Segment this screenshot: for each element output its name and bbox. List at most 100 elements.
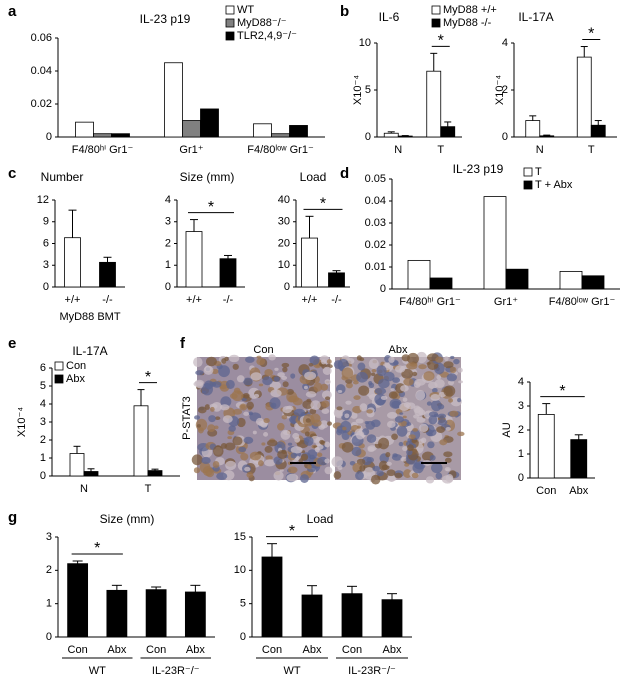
image-label: Abx [389,344,408,356]
cell [305,418,311,423]
cell [243,436,254,444]
chart-title: Load [307,512,334,526]
cell [341,367,354,380]
cell [193,467,201,474]
cell [334,410,343,417]
cell [277,422,285,431]
cell [436,374,442,380]
cell [406,444,414,452]
cell [281,375,288,380]
cell [350,412,358,419]
x-tick-label: -/- [223,294,234,306]
cell [333,471,342,480]
cell [273,470,284,481]
y-tick-label: 15 [234,531,246,543]
cell [266,439,278,447]
image-label: Con [253,344,273,356]
cell [293,408,306,417]
cell [336,406,343,411]
cell [345,382,353,389]
bar [570,439,588,479]
cell [229,393,238,399]
x-tick-label: T [145,483,152,495]
cell [222,415,233,424]
bar [271,133,290,138]
x-tick-label: F4/80ʰⁱ Gr1⁻ [72,144,134,156]
bar [576,56,592,138]
y-tick-label: 0 [46,131,52,143]
cell [439,439,448,446]
cell [326,359,332,365]
bar [429,277,453,290]
bar [147,470,163,477]
bar [64,237,81,288]
cell [391,433,398,440]
cell [324,466,333,475]
cell [437,419,448,426]
cell [282,366,288,373]
cell [443,385,456,397]
y-tick-label: 0 [284,281,290,293]
cell [252,430,257,435]
cell [423,371,435,381]
cell [385,452,391,458]
panel-label: f [180,335,186,352]
x-tick-label: Con [262,644,282,656]
bar [182,120,201,138]
legend-swatch [523,180,533,190]
cell [394,365,406,373]
cell [201,390,207,394]
cell [288,395,300,403]
cell [400,456,408,462]
cell [402,446,408,452]
cell [263,432,269,437]
cell [401,368,414,379]
cell [394,416,404,423]
error-bar [190,219,198,232]
cell [372,465,381,472]
cell [194,415,201,420]
cell [352,380,359,385]
legend-swatch [431,5,441,15]
bar [537,413,555,479]
cell [224,442,236,451]
cell [286,473,299,482]
x-tick-label: -/- [331,294,342,306]
cell [193,357,203,368]
x-tick-label: Abx [107,644,126,656]
cell [313,382,323,392]
x-tick-label: F4/80ˡᵒʷ Gr1⁻ [247,144,314,156]
cell [371,419,381,428]
cell [225,379,235,389]
legend-swatch [54,361,64,371]
cell [322,366,332,375]
legend-label: Abx [66,373,85,385]
error-bar [542,403,551,415]
significance-label: * [559,383,565,400]
y-tick-label: 0.05 [365,173,386,185]
cell [427,441,435,449]
error-bar [151,468,159,471]
cell [444,457,452,463]
cell [403,378,414,386]
micrograph [191,354,333,483]
error-bar [87,468,95,472]
significance-label: * [208,199,214,216]
cell [197,427,204,434]
error-bar [594,120,602,126]
legend-label: TLR2,4,9⁻/⁻ [237,30,297,42]
cell [408,434,416,440]
error-bar [190,584,201,592]
cell [321,400,330,408]
y-tick-label: 0 [502,131,508,143]
cell [331,456,343,468]
y-tick-label: 4 [502,37,508,49]
error-bar [111,584,122,591]
cell [243,377,253,386]
cell [457,431,465,437]
significance-label: * [94,540,100,557]
cell [370,372,376,377]
cell [324,379,331,385]
y-tick-label: 0 [43,281,49,293]
x-tick-label: Gr1⁺ [494,296,518,308]
